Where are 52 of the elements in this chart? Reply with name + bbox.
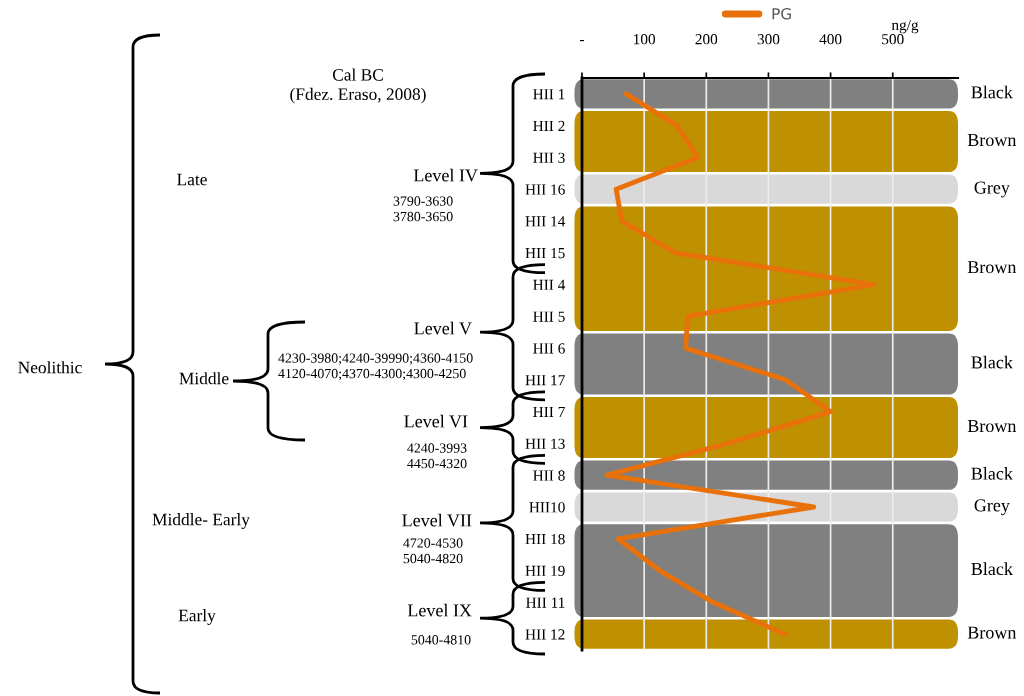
y-tick-label: HII 14: [525, 216, 566, 227]
text: Level V: [414, 321, 472, 335]
text: Cal BC (Fdez. Eraso, 2008): [290, 68, 426, 104]
text: 4230-3980;4240-39990;4360-4150 4120-4070;4370-4300;4300-4250: [278, 353, 473, 381]
band-label: Black: [971, 467, 1013, 480]
text: Level IX: [407, 603, 472, 617]
x-tick-label: 200: [695, 34, 718, 45]
legend-label: PG: [772, 7, 791, 20]
text: Early: [178, 609, 216, 625]
text: Level VII: [402, 513, 472, 527]
y-tick-label: HII 7: [533, 406, 565, 417]
y-tick-label: HII 2: [533, 120, 565, 131]
y-tick-label: HII 16: [525, 184, 565, 195]
band-label: Brown: [967, 626, 1017, 639]
y-tick-label: HII 5: [533, 311, 565, 322]
y-tick-label: HII 17: [525, 375, 565, 386]
x-tick-label: 300: [757, 34, 780, 45]
text: Middle: [179, 372, 229, 385]
x-tick-label: 500: [882, 34, 904, 45]
y-tick-label: HII 8: [533, 470, 565, 481]
x-tick-label: 100: [634, 34, 656, 45]
text: Neolithic: [18, 361, 82, 374]
band-label: Black: [971, 562, 1013, 576]
x-tick-label: 400: [819, 34, 842, 45]
band-label: Black: [971, 355, 1013, 369]
band-label: Brown: [967, 134, 1017, 147]
y-tick-label: HII 15: [525, 247, 565, 259]
band-label: Grey: [974, 181, 1010, 198]
text: Late: [177, 173, 207, 186]
band-label: Brown: [967, 261, 1017, 274]
y-tick-label: HII 13: [525, 438, 565, 449]
x-tick-label: -: [580, 40, 584, 42]
y-tick-label: HII 18: [525, 533, 565, 545]
y-tick-label: HII 3: [533, 152, 565, 163]
y-tick-label: HII 1: [533, 89, 565, 100]
text: 4240-3993 4450-4320: [407, 443, 467, 469]
y-tick-label: HII 19: [525, 565, 565, 577]
y-tick-label: HII 6: [533, 343, 565, 354]
y-tick-label: HII10: [529, 502, 565, 513]
text: 5040-4810: [411, 635, 471, 645]
band-label: Black: [971, 85, 1013, 99]
y-tick-label: HII 11: [526, 597, 565, 608]
x-axis-title: ng/g: [891, 19, 919, 34]
y-tick-label: HII 4: [533, 279, 566, 290]
text: Middle- Early: [152, 513, 250, 529]
text: Level IV: [413, 168, 478, 182]
y-tick-label: HII 12: [525, 629, 565, 640]
band-label: Grey: [974, 499, 1010, 516]
text: 3790-3630 3780-3650: [393, 196, 453, 222]
band-label: Brown: [967, 420, 1017, 433]
text: Level VI: [404, 414, 468, 428]
text: 4720-4530 5040-4820: [403, 538, 463, 564]
